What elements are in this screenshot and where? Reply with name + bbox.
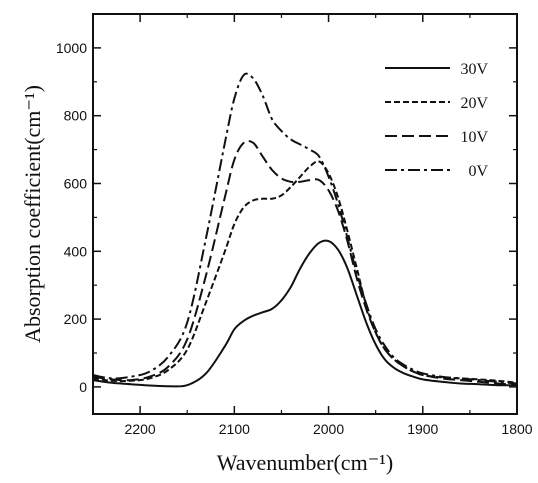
legend-label-30v: 30V (460, 61, 488, 78)
legend-label-0v: 0V (468, 163, 488, 180)
legend: 30V 20V 10V 0V (385, 61, 488, 180)
y-tick-label: 800 (64, 108, 88, 124)
x-axis-title: Wavenumber(cm⁻¹) (217, 450, 393, 475)
axis-ticks (92, 14, 518, 414)
series-line-10v (92, 139, 518, 387)
x-tick-label: 1800 (501, 421, 532, 437)
y-tick-label: 600 (64, 175, 88, 191)
series-line-0v (92, 72, 518, 385)
x-tick-label: 2100 (219, 421, 250, 437)
legend-label-20v: 20V (460, 95, 488, 112)
y-axis-title: Absorption coefficient(cm⁻¹) (20, 85, 45, 343)
x-tick-label: 2200 (125, 421, 156, 437)
x-tick-label: 1900 (407, 421, 438, 437)
series-lines (92, 72, 518, 388)
y-tick-label: 400 (64, 243, 88, 259)
legend-label-10v: 10V (460, 129, 488, 146)
x-tick-label: 2000 (313, 421, 344, 437)
y-tick-label: 200 (64, 311, 88, 327)
series-line-20v (92, 160, 518, 384)
y-tick-label: 1000 (56, 40, 87, 56)
plot-frame (92, 13, 518, 415)
series-line-30v (92, 239, 518, 388)
tick-labels: 2200 2100 2000 1900 1800 0 200 400 600 800 1000 (56, 40, 533, 437)
y-tick-label: 0 (79, 379, 87, 395)
